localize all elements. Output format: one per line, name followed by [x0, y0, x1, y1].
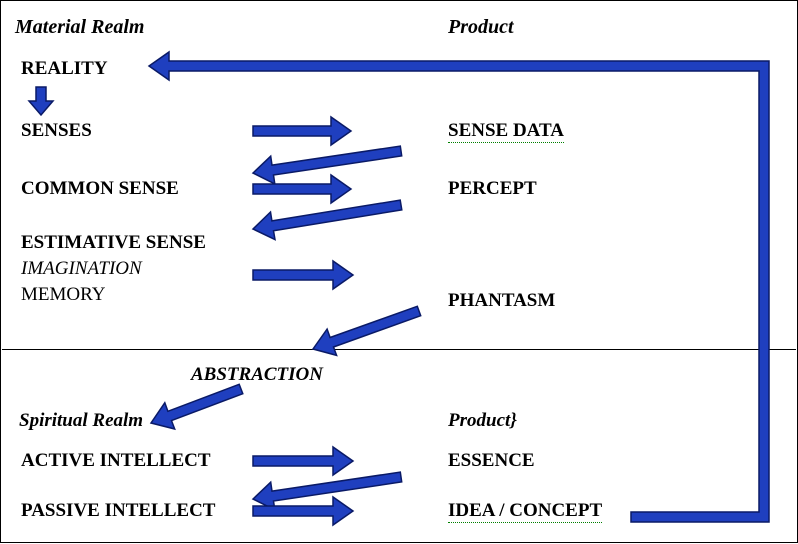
term-common-sense: COMMON SENSE: [21, 179, 179, 200]
arrow-percept_to_estimative: [253, 200, 402, 240]
term-imagination: IMAGINATION: [21, 259, 142, 280]
term-active-intellect: ACTIVE INTELLECT: [21, 451, 211, 472]
arrow-imagination_to_phantasm: [253, 261, 353, 289]
term-estimative-sense: ESTIMATIVE SENSE: [21, 233, 206, 254]
term-senses: SENSES: [21, 121, 92, 142]
arrow-passive_to_idea: [253, 497, 353, 525]
header-spiritual-realm: Spiritual Realm: [19, 411, 143, 432]
term-sense-data: SENSE DATA: [448, 121, 564, 142]
arrow-sensedata_to_common: [253, 146, 402, 184]
term-percept: PERCEPT: [448, 179, 537, 200]
header-product-bottom: Product}: [448, 411, 517, 432]
arrow-abstraction_to_spiritual: [151, 384, 243, 429]
term-phantasm: PHANTASM: [448, 291, 555, 312]
term-idea-concept-text: IDEA / CONCEPT: [448, 500, 602, 523]
header-material-realm: Material Realm: [15, 16, 144, 38]
term-abstraction: ABSTRACTION: [191, 365, 323, 386]
arrow-reality_to_senses_down: [29, 87, 53, 115]
term-reality: REALITY: [21, 59, 108, 80]
term-essence: ESSENCE: [448, 451, 535, 472]
arrow-common_to_percept: [253, 175, 351, 203]
arrow-essence_to_passive: [253, 472, 402, 510]
arrow-active_to_essence: [253, 447, 353, 475]
diagram-frame: Material Realm Product REALITY SENSES CO…: [0, 0, 798, 543]
header-product-top: Product: [448, 16, 514, 38]
term-memory: MEMORY: [21, 285, 105, 306]
term-passive-intellect: PASSIVE INTELLECT: [21, 501, 215, 522]
term-sense-data-text: SENSE DATA: [448, 120, 564, 143]
term-idea-concept: IDEA / CONCEPT: [448, 501, 602, 522]
realm-divider: [2, 349, 796, 350]
arrow-senses_to_sensedata: [253, 117, 351, 145]
